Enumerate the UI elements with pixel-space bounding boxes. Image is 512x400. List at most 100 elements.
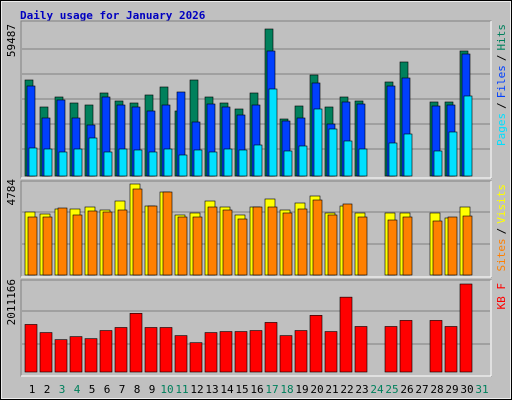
bar xyxy=(388,142,398,177)
bar xyxy=(444,326,458,373)
x-tick-label: 3 xyxy=(59,383,66,396)
bar xyxy=(39,332,53,373)
bar xyxy=(298,145,308,177)
bar xyxy=(234,331,248,373)
bar xyxy=(132,188,143,276)
x-tick-label: 18 xyxy=(280,383,293,396)
bar xyxy=(73,148,83,177)
bar xyxy=(294,330,308,373)
bar xyxy=(43,148,53,177)
x-tick-label: 20 xyxy=(310,383,323,396)
y-tick-label: 4784 xyxy=(5,179,18,206)
bar xyxy=(309,315,323,373)
bar xyxy=(133,149,143,177)
bar xyxy=(324,331,338,373)
bar xyxy=(204,332,218,373)
x-tick-label: 21 xyxy=(325,383,338,396)
bar xyxy=(114,327,128,373)
legend-separator: / xyxy=(495,102,508,109)
bar xyxy=(207,206,218,276)
bar xyxy=(342,203,353,276)
legend-entry: Pages xyxy=(495,113,508,146)
bar xyxy=(327,214,338,276)
bar xyxy=(312,199,323,276)
legend-entry: Sites xyxy=(495,238,508,271)
bar xyxy=(193,149,203,177)
x-tick-label: 14 xyxy=(220,383,234,396)
x-tick-label: 7 xyxy=(119,383,126,396)
bar xyxy=(448,131,458,177)
bar xyxy=(358,148,368,177)
bar xyxy=(72,214,83,276)
legend-entry: Hits xyxy=(495,24,508,51)
bar xyxy=(28,147,38,177)
bar xyxy=(103,151,113,177)
x-tick-label: 25 xyxy=(385,383,398,396)
legend-separator: / xyxy=(495,55,508,62)
bar xyxy=(27,216,38,276)
x-tick-label: 28 xyxy=(430,383,443,396)
x-tick-label: 15 xyxy=(235,383,248,396)
x-tick-label: 2 xyxy=(44,383,51,396)
x-tick-label: 6 xyxy=(104,383,111,396)
legend: Pages / Files / Hits xyxy=(495,24,508,146)
bar xyxy=(282,212,293,276)
bar xyxy=(84,338,98,373)
legend: KB F xyxy=(495,283,508,310)
bar xyxy=(238,149,248,177)
bar xyxy=(283,150,293,177)
bar xyxy=(163,148,173,177)
legend: Sites / Visits xyxy=(495,184,508,272)
bar xyxy=(102,211,113,276)
bar xyxy=(399,320,413,373)
bar xyxy=(159,327,173,373)
bar xyxy=(87,210,98,276)
bar xyxy=(429,320,443,373)
bar xyxy=(88,137,98,177)
x-tick-label: 17 xyxy=(265,383,278,396)
y-tick-label: 2011166 xyxy=(5,279,18,325)
bar xyxy=(192,216,203,276)
bar xyxy=(219,331,233,373)
bar xyxy=(223,148,233,177)
x-tick-label: 13 xyxy=(205,383,218,396)
bar xyxy=(343,140,353,177)
bar xyxy=(384,326,398,373)
bar xyxy=(148,151,158,177)
x-tick-label: 1 xyxy=(29,383,36,396)
x-tick-label: 8 xyxy=(134,383,141,396)
bar xyxy=(118,148,128,177)
bar xyxy=(69,336,83,373)
x-tick-label: 11 xyxy=(175,383,188,396)
bar xyxy=(162,191,173,276)
bar xyxy=(237,218,248,276)
bar xyxy=(178,154,188,177)
x-tick-label: 4 xyxy=(74,383,81,396)
legend-separator: / xyxy=(495,228,508,235)
x-tick-label: 30 xyxy=(460,383,473,396)
bar xyxy=(387,219,398,276)
bar xyxy=(354,326,368,373)
bar xyxy=(402,216,413,276)
bar xyxy=(447,216,458,276)
bar xyxy=(267,206,278,276)
bar xyxy=(117,209,128,276)
bar xyxy=(252,206,263,276)
bar xyxy=(462,215,473,276)
bar xyxy=(432,220,443,276)
bar xyxy=(459,283,473,373)
x-tick-label: 26 xyxy=(400,383,413,396)
bar xyxy=(174,335,188,373)
x-tick-label: 24 xyxy=(370,383,384,396)
x-tick-label: 9 xyxy=(149,383,156,396)
chart-title: Daily usage for January 2026 xyxy=(20,9,206,22)
bar xyxy=(357,216,368,276)
bar xyxy=(177,216,188,276)
bar xyxy=(328,128,338,177)
bar xyxy=(313,108,323,177)
x-tick-label: 19 xyxy=(295,383,308,396)
bar xyxy=(42,216,53,276)
bar xyxy=(403,133,413,177)
x-tick-label: 22 xyxy=(340,383,353,396)
